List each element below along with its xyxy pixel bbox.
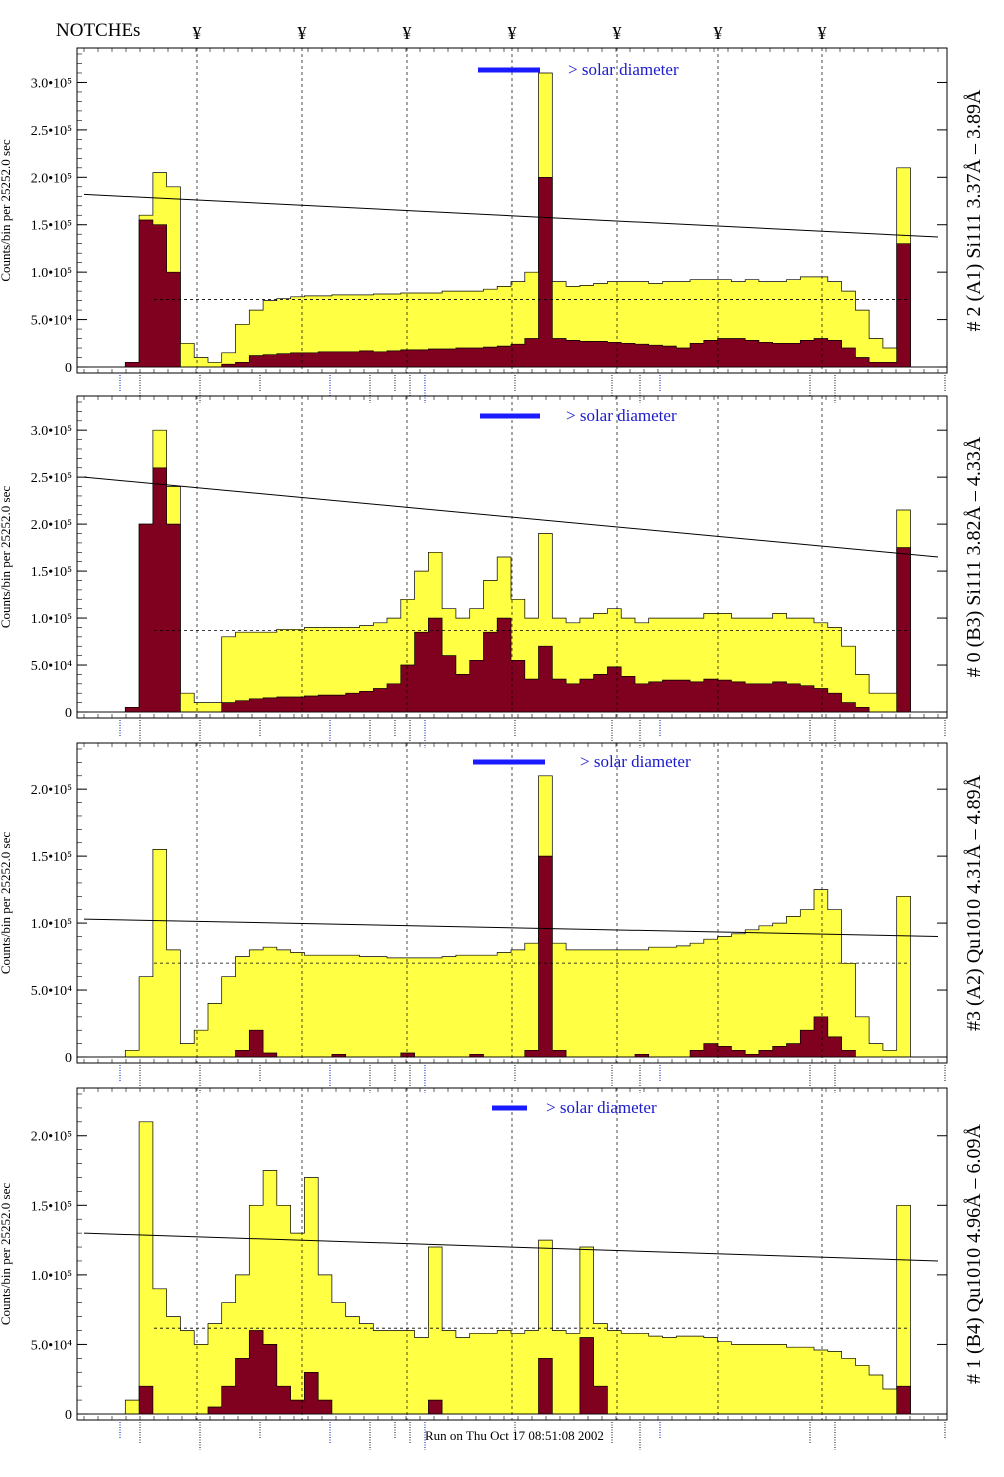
chart-4-ytick-label-1: 5.0•10⁴ [31, 1338, 72, 1353]
notches-label: NOTCHEs [56, 20, 141, 41]
notch-marker-2: ¥ [298, 23, 307, 43]
chart-2-ytick-label-5: 2.5•10⁵ [31, 471, 72, 486]
chart-2-ytick-label-0: 0 [65, 706, 72, 721]
chart-1-series-2 [84, 176, 938, 368]
chart-3-ylabel: Counts/bin per 25252.0 sec [0, 832, 13, 974]
chart-3-trend-line [83, 918, 939, 937]
chart-1-ytick-label-1: 5.0•10⁴ [31, 314, 72, 329]
chart-4-series-1 [84, 1121, 938, 1415]
notch-marker-1: ¥ [193, 23, 202, 43]
chart-3-ytick-label-2: 1.0•10⁵ [31, 917, 72, 932]
notch-marker-6: ¥ [714, 23, 723, 43]
chart-4-ytick-label-3: 1.5•10⁵ [31, 1199, 72, 1214]
chart-3-ytick-label-4: 2.0•10⁵ [31, 783, 72, 798]
chart-1-series-1 [84, 72, 938, 368]
chart-4-title: # 1 (B4) Qu1010 4.96Å – 6.09Å [963, 1123, 985, 1384]
chart-1-ylabel: Counts/bin per 25252.0 sec [0, 139, 13, 281]
chart-3-ytick-label-1: 5.0•10⁴ [31, 984, 72, 999]
chart-2-ylabel: Counts/bin per 25252.0 sec [0, 486, 13, 628]
chart-3-ytick-label-0: 0 [65, 1051, 72, 1066]
chart-4-trend-line [83, 1232, 939, 1262]
chart-1-ytick-label-4: 2.0•10⁵ [31, 171, 72, 186]
chart-2-legend-text: > solar diameter [566, 406, 677, 425]
chart-3-series-2 [84, 855, 938, 1058]
chart-1-ytick-label-3: 1.5•10⁵ [31, 219, 72, 234]
chart-1-title: # 2 (A1) Si111 3.37Å – 3.89Å [963, 89, 985, 331]
chart-4-series-2 [84, 1330, 938, 1415]
chart-1-ytick-label-6: 3.0•10⁵ [31, 76, 72, 91]
chart-1-legend-text: > solar diameter [568, 60, 679, 79]
chart-2-ytick-label-4: 2.0•10⁵ [31, 518, 72, 533]
chart-1-trend-line [83, 193, 939, 238]
run-timestamp: Run on Thu Oct 17 08:51:08 2002 [425, 1428, 604, 1443]
notch-marker-7: ¥ [818, 23, 827, 43]
chart-2-series-2 [84, 467, 938, 713]
chart-2-trend-line [83, 476, 939, 558]
chart-1-ytick-label-2: 1.0•10⁵ [31, 266, 72, 281]
chart-2-ytick-label-6: 3.0•10⁵ [31, 424, 72, 439]
chart-4-ytick-label-4: 2.0•10⁵ [31, 1130, 72, 1145]
chart-2-ytick-label-1: 5.0•10⁴ [31, 659, 72, 674]
chart-1-ytick-label-0: 0 [65, 361, 72, 376]
notch-marker-4: ¥ [508, 23, 517, 43]
chart-1-ytick-label-5: 2.5•10⁵ [31, 124, 72, 139]
chart-4-ytick-label-0: 0 [65, 1408, 72, 1423]
chart-3-legend-text: > solar diameter [580, 752, 691, 771]
chart-4-ylabel: Counts/bin per 25252.0 sec [0, 1183, 13, 1325]
notch-marker-5: ¥ [613, 23, 622, 43]
chart-2-ytick-label-3: 1.5•10⁵ [31, 565, 72, 580]
chart-3-ytick-label-3: 1.5•10⁵ [31, 850, 72, 865]
chart-3-series-1 [84, 775, 938, 1058]
notch-marker-3: ¥ [403, 23, 412, 43]
chart-4-ytick-label-2: 1.0•10⁵ [31, 1269, 72, 1284]
chart-2-ytick-label-2: 1.0•10⁵ [31, 612, 72, 627]
chart-2-title: # 0 (B3) Si111 3.82Å – 4.33Å [963, 436, 985, 677]
chart-3-title: #3 (A2) Qu1010 4.31Å – 4.89Å [963, 774, 985, 1031]
chart-2-series-1 [84, 429, 938, 713]
chart-4-legend-text: > solar diameter [546, 1098, 657, 1117]
